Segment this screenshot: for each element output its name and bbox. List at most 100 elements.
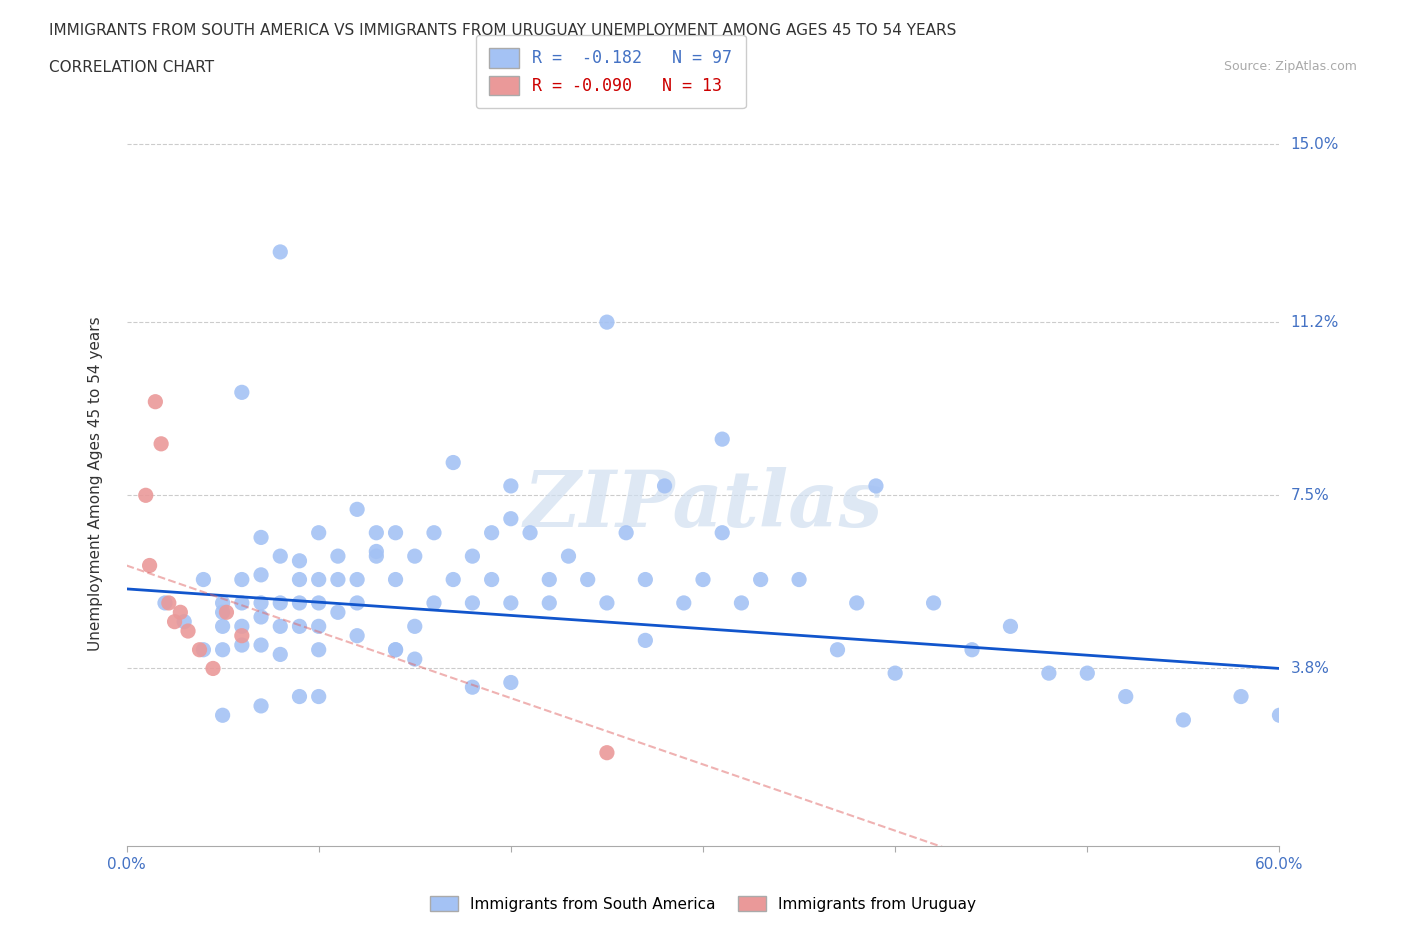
Point bbox=[384, 525, 406, 540]
Point bbox=[749, 572, 772, 587]
Text: 11.2%: 11.2% bbox=[1291, 314, 1339, 329]
Point bbox=[269, 595, 291, 610]
Point bbox=[308, 525, 330, 540]
Point bbox=[169, 604, 191, 619]
Point bbox=[596, 595, 619, 610]
Point bbox=[596, 745, 619, 760]
Point bbox=[922, 595, 945, 610]
Point bbox=[499, 595, 522, 610]
Point bbox=[1076, 666, 1098, 681]
Point bbox=[346, 502, 368, 517]
Point bbox=[654, 479, 676, 494]
Point bbox=[308, 595, 330, 610]
Text: 15.0%: 15.0% bbox=[1291, 137, 1339, 152]
Point bbox=[404, 652, 426, 667]
Point bbox=[145, 394, 166, 409]
Point bbox=[1038, 666, 1060, 681]
Text: CORRELATION CHART: CORRELATION CHART bbox=[49, 60, 214, 75]
Point bbox=[366, 525, 388, 540]
Point bbox=[269, 549, 291, 564]
Point bbox=[366, 549, 388, 564]
Point bbox=[157, 595, 180, 610]
Point bbox=[1230, 689, 1253, 704]
Point bbox=[250, 530, 273, 545]
Point bbox=[326, 572, 349, 587]
Point bbox=[211, 595, 233, 610]
Point bbox=[634, 633, 657, 648]
Point bbox=[231, 638, 253, 653]
Point bbox=[163, 614, 186, 629]
Point bbox=[269, 618, 291, 633]
Point bbox=[308, 643, 330, 658]
Text: 7.5%: 7.5% bbox=[1291, 488, 1329, 503]
Text: IMMIGRANTS FROM SOUTH AMERICA VS IMMIGRANTS FROM URUGUAY UNEMPLOYMENT AMONG AGES: IMMIGRANTS FROM SOUTH AMERICA VS IMMIGRA… bbox=[49, 23, 956, 38]
Point bbox=[538, 572, 561, 587]
Point bbox=[423, 525, 446, 540]
Point bbox=[135, 488, 157, 503]
Point bbox=[193, 643, 215, 658]
Point bbox=[153, 595, 176, 610]
Point bbox=[384, 643, 406, 658]
Point bbox=[481, 572, 503, 587]
Point bbox=[346, 572, 368, 587]
Point bbox=[188, 643, 211, 658]
Point bbox=[288, 689, 311, 704]
Point bbox=[288, 595, 311, 610]
Point bbox=[845, 595, 868, 610]
Point bbox=[461, 680, 484, 695]
Point bbox=[288, 572, 311, 587]
Text: Source: ZipAtlas.com: Source: ZipAtlas.com bbox=[1223, 60, 1357, 73]
Point bbox=[384, 572, 406, 587]
Text: ZIPatlas: ZIPatlas bbox=[523, 467, 883, 544]
Point bbox=[231, 572, 253, 587]
Point bbox=[269, 245, 291, 259]
Point bbox=[231, 618, 253, 633]
Point bbox=[177, 624, 200, 639]
Point bbox=[672, 595, 695, 610]
Point bbox=[787, 572, 810, 587]
Point bbox=[865, 479, 887, 494]
Point bbox=[308, 689, 330, 704]
Point bbox=[193, 572, 215, 587]
Point bbox=[538, 595, 561, 610]
Point bbox=[1115, 689, 1137, 704]
Point bbox=[308, 572, 330, 587]
Point bbox=[202, 661, 225, 676]
Point bbox=[481, 525, 503, 540]
Point bbox=[211, 708, 233, 723]
Point bbox=[884, 666, 907, 681]
Point bbox=[960, 643, 983, 658]
Point bbox=[730, 595, 752, 610]
Point bbox=[384, 643, 406, 658]
Point bbox=[215, 604, 238, 619]
Point bbox=[150, 436, 173, 451]
Point bbox=[346, 629, 368, 644]
Point bbox=[1268, 708, 1291, 723]
Point bbox=[461, 595, 484, 610]
Point bbox=[231, 385, 253, 400]
Point bbox=[250, 567, 273, 582]
Point bbox=[211, 643, 233, 658]
Point bbox=[519, 525, 541, 540]
Point bbox=[250, 595, 273, 610]
Point bbox=[596, 314, 619, 329]
Legend: R =  -0.182   N = 97, R = -0.090   N = 13: R = -0.182 N = 97, R = -0.090 N = 13 bbox=[475, 35, 745, 109]
Point bbox=[231, 595, 253, 610]
Text: 3.8%: 3.8% bbox=[1291, 661, 1330, 676]
Point bbox=[404, 549, 426, 564]
Point bbox=[231, 629, 253, 644]
Point bbox=[692, 572, 714, 587]
Point bbox=[441, 455, 464, 470]
Point bbox=[557, 549, 579, 564]
Point bbox=[250, 698, 273, 713]
Point bbox=[326, 604, 349, 619]
Point bbox=[138, 558, 160, 573]
Point bbox=[288, 553, 311, 568]
Point bbox=[499, 675, 522, 690]
Point bbox=[404, 618, 426, 633]
Point bbox=[211, 618, 233, 633]
Point bbox=[346, 595, 368, 610]
Point bbox=[269, 647, 291, 662]
Point bbox=[441, 572, 464, 587]
Point bbox=[173, 614, 195, 629]
